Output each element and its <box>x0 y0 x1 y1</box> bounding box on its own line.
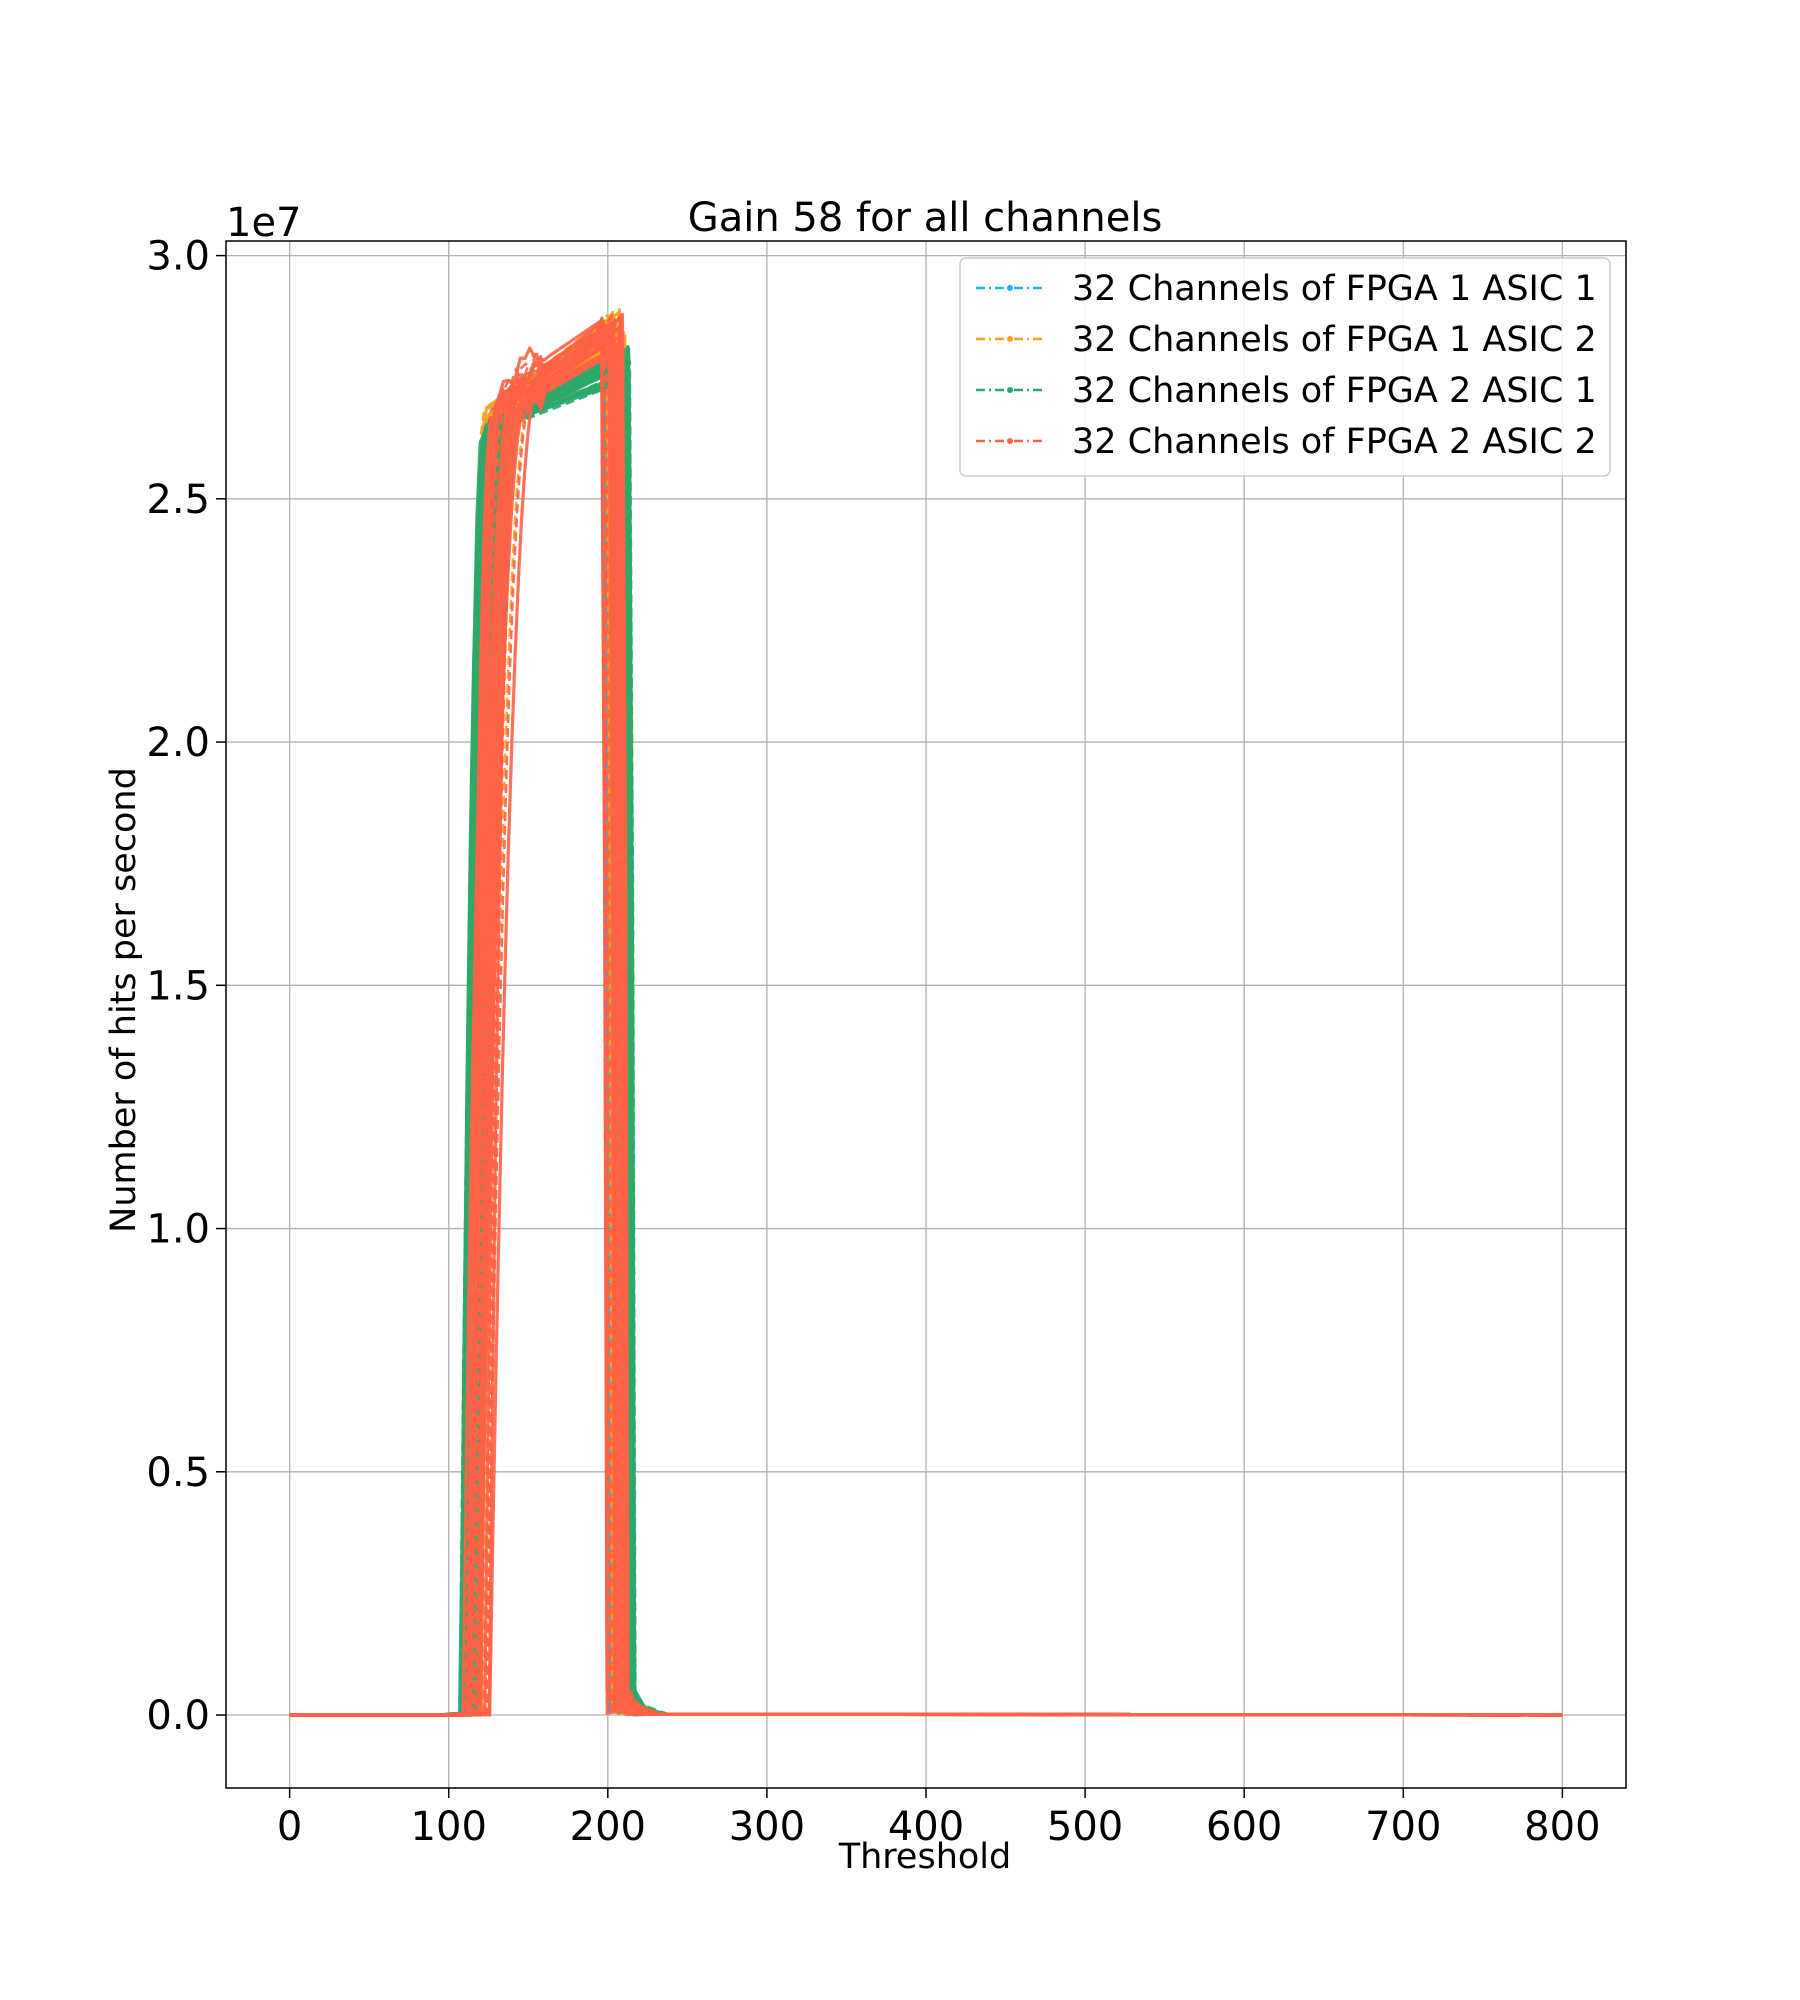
legend-label-2: 32 Channels of FPGA 1 ASIC 2 <box>1072 320 1597 360</box>
y-tick-label-4: 2.0 <box>146 720 210 766</box>
legend-label-4: 32 Channels of FPGA 2 ASIC 2 <box>1072 422 1597 462</box>
series-layer <box>289 308 1563 1717</box>
x-tick-label-7: 700 <box>1365 1804 1441 1850</box>
series-4-channel-30 <box>289 314 1563 1717</box>
y-tick-label-3: 1.5 <box>146 963 210 1009</box>
y-ticks: 0.0 0.5 1.0 1.5 2.0 2.5 3.0 <box>146 234 226 1739</box>
legend: 32 Channels of FPGA 1 ASIC 1 32 Channels … <box>959 257 1611 477</box>
y-offset-text: 1e7 <box>226 200 302 246</box>
y-tick-label-6: 3.0 <box>146 234 210 280</box>
x-ticks: 0 100 200 300 400 500 600 700 800 <box>277 1788 1601 1850</box>
x-tick-label-6: 600 <box>1206 1804 1282 1850</box>
legend-label-1: 32 Channels of FPGA 1 ASIC 1 <box>1072 269 1597 309</box>
x-axis-label: Threshold <box>838 1837 1012 1877</box>
x-tick-label-2: 200 <box>570 1804 646 1850</box>
y-tick-label-2: 1.0 <box>146 1207 210 1253</box>
y-tick-label-1: 0.5 <box>146 1450 210 1496</box>
y-axis-label: Number of hits per second <box>104 767 144 1233</box>
legend-label-3: 32 Channels of FPGA 2 ASIC 1 <box>1072 371 1597 411</box>
series-4 <box>289 312 1563 1717</box>
y-tick-label-5: 2.5 <box>146 477 210 523</box>
legend-marker-1 <box>1007 285 1013 291</box>
series-4-channel-28 <box>289 316 1563 1717</box>
legend-marker-3 <box>1007 387 1013 393</box>
x-tick-label-3: 300 <box>729 1804 805 1850</box>
x-tick-label-1: 100 <box>411 1804 487 1850</box>
legend-marker-2 <box>1007 336 1013 342</box>
legend-box <box>959 257 1611 477</box>
legend-marker-4 <box>1007 438 1013 444</box>
x-tick-label-8: 800 <box>1524 1804 1600 1850</box>
x-tick-label-0: 0 <box>277 1804 302 1850</box>
x-tick-label-4: 400 <box>888 1804 964 1850</box>
x-tick-label-5: 500 <box>1047 1804 1123 1850</box>
series-4-channel-32 <box>289 342 1563 1717</box>
y-tick-label-0: 0.0 <box>146 1693 210 1739</box>
chart-title: Gain 58 for all channels <box>688 195 1163 241</box>
series-4-channel-29 <box>289 336 1563 1717</box>
